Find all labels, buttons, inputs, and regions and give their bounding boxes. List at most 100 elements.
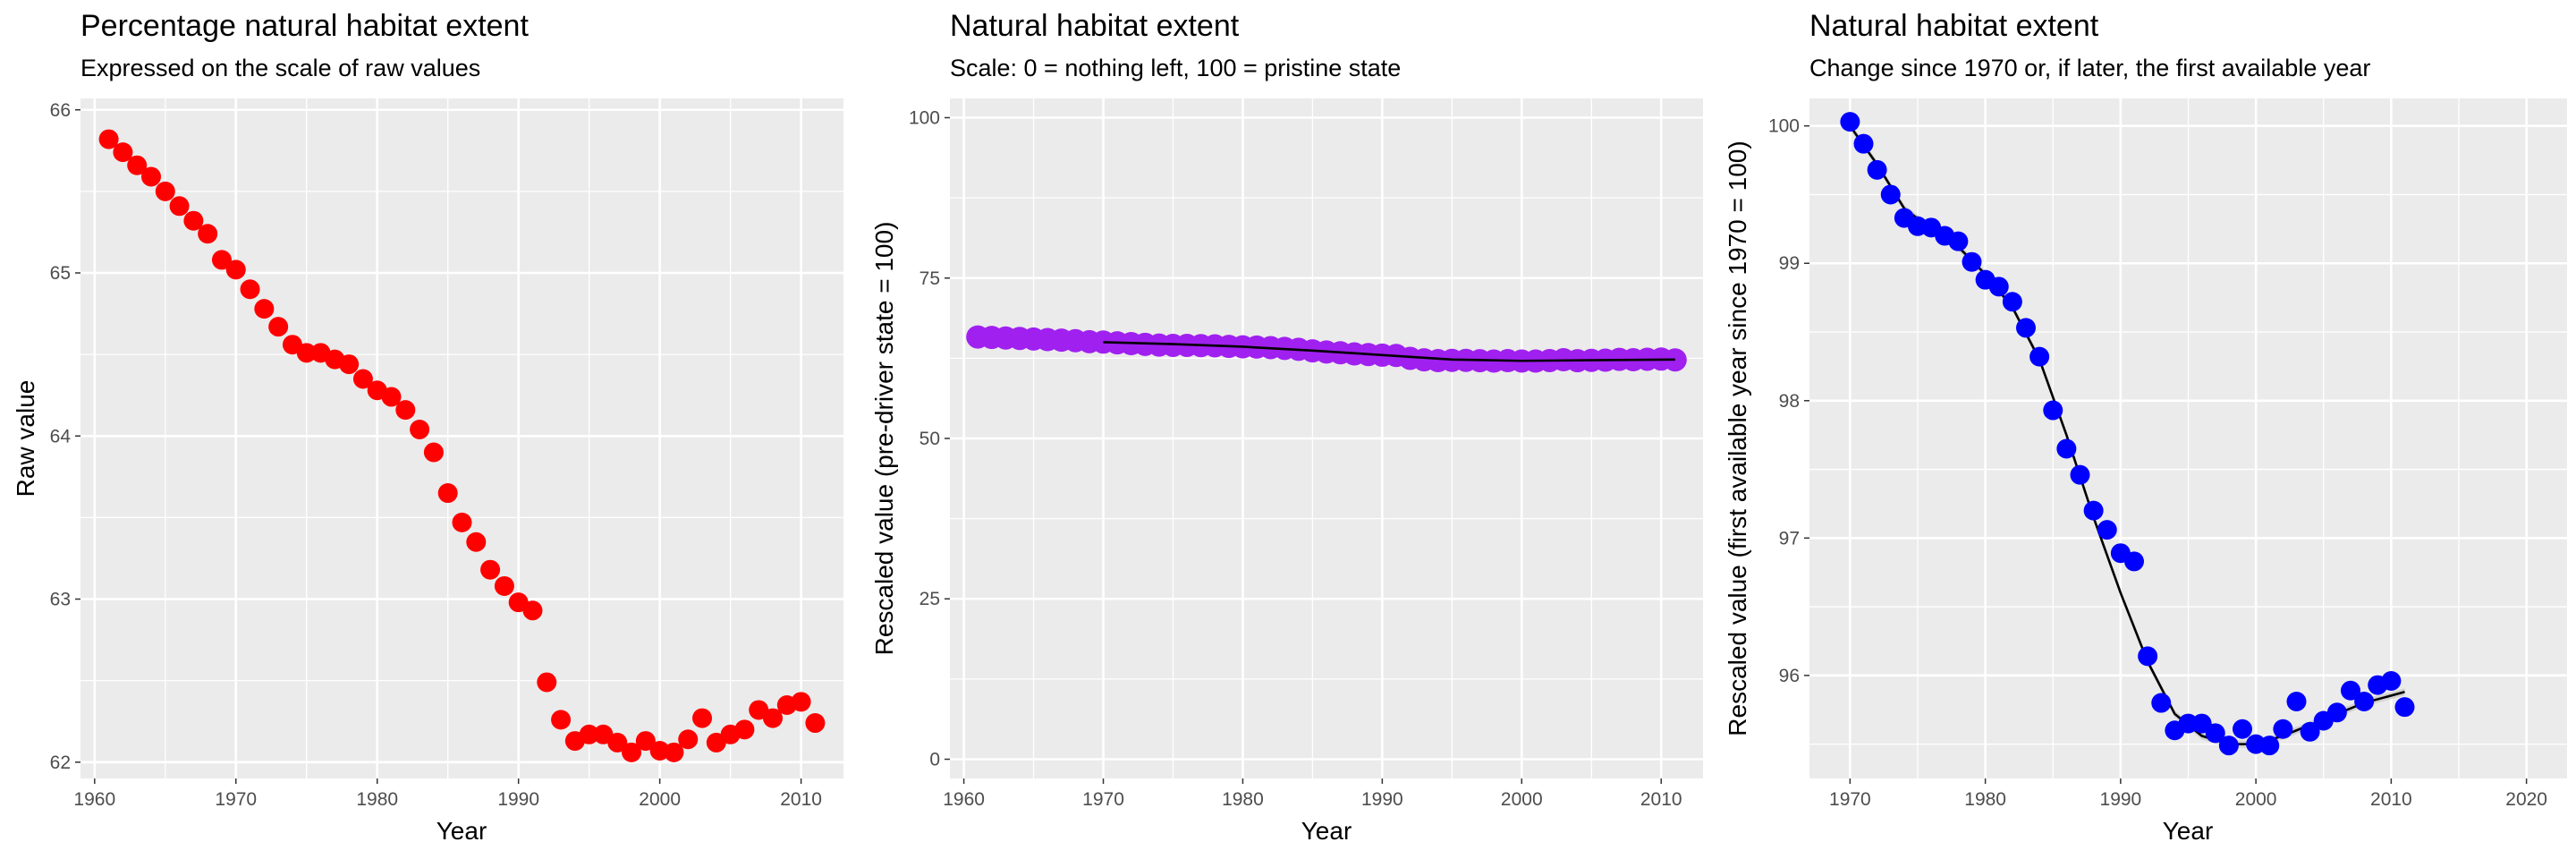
x-tick-label: 2020 xyxy=(2505,789,2547,810)
x-tick-label: 2010 xyxy=(2370,789,2412,810)
data-point xyxy=(1948,231,1969,251)
data-point xyxy=(791,692,811,712)
data-point xyxy=(198,224,218,244)
data-point xyxy=(268,317,289,337)
data-point xyxy=(466,532,487,552)
data-point xyxy=(452,512,472,532)
data-point xyxy=(480,559,501,580)
data-point xyxy=(2341,680,2360,701)
data-point xyxy=(225,259,246,280)
panel-2-points xyxy=(966,325,1687,373)
chart-panel-2: Natural habitat extent Scale: 0 = nothin… xyxy=(870,9,1703,845)
data-point xyxy=(2354,692,2375,712)
panel-3-y-tick-labels: 96 97 98 99 100 xyxy=(1768,116,1809,686)
panel-2-y-axis-label: Rescaled value (pre-driver state = 100) xyxy=(870,222,898,656)
data-point xyxy=(410,419,430,439)
x-tick-label: 1980 xyxy=(1222,789,1264,810)
data-point xyxy=(1880,184,1901,205)
y-tick-label: 65 xyxy=(50,263,71,284)
data-point xyxy=(2016,318,2036,338)
data-point xyxy=(622,742,642,762)
x-tick-label: 2010 xyxy=(780,789,822,810)
data-point xyxy=(98,129,119,149)
x-tick-label: 1960 xyxy=(73,789,115,810)
data-point xyxy=(423,442,444,463)
chart-panel-3: Natural habitat extent Change since 1970… xyxy=(1724,9,2567,845)
data-point xyxy=(2394,697,2415,718)
panel-2-x-axis-label: Year xyxy=(1301,817,1352,845)
data-point xyxy=(1962,251,1982,272)
data-point xyxy=(155,181,175,201)
panel-1-x-axis-label: Year xyxy=(436,817,487,845)
x-tick-label: 2010 xyxy=(1640,789,1682,810)
x-tick-label: 2000 xyxy=(1501,789,1543,810)
data-point xyxy=(2381,670,2402,691)
y-tick-label: 0 xyxy=(929,749,940,770)
data-point xyxy=(395,400,416,421)
data-point xyxy=(664,742,684,762)
data-point xyxy=(2178,713,2199,734)
data-point xyxy=(522,600,543,621)
data-point xyxy=(537,672,557,693)
y-tick-label: 98 xyxy=(1779,391,1800,412)
data-point xyxy=(2205,723,2225,744)
x-tick-label: 1990 xyxy=(497,789,539,810)
data-point xyxy=(2151,693,2172,713)
data-point xyxy=(2326,702,2347,723)
data-point xyxy=(2273,719,2293,739)
trend-line-overlay xyxy=(1103,341,1675,362)
data-point xyxy=(339,354,360,375)
x-tick-label: 1970 xyxy=(215,789,257,810)
panel-1-title: Percentage natural habitat extent xyxy=(80,9,529,43)
data-point xyxy=(763,708,784,728)
data-point xyxy=(2300,721,2320,742)
data-point xyxy=(437,483,458,504)
y-tick-label: 97 xyxy=(1779,528,1800,549)
x-tick-label: 1990 xyxy=(1361,789,1403,810)
data-point xyxy=(2233,719,2252,739)
data-point xyxy=(1853,133,1874,154)
data-point xyxy=(296,343,317,363)
panel-3-x-axis-label: Year xyxy=(2163,817,2214,845)
y-tick-label: 75 xyxy=(919,268,940,289)
data-point xyxy=(381,387,402,407)
data-point xyxy=(113,142,133,163)
panel-1-points xyxy=(98,129,826,762)
y-tick-label: 100 xyxy=(909,108,940,129)
data-point xyxy=(2070,464,2090,485)
panel-3-gridlines xyxy=(1809,98,2567,778)
panel-3-subtitle: Change since 1970 or, if later, the firs… xyxy=(1809,55,2370,81)
data-point xyxy=(2056,438,2077,459)
data-point xyxy=(127,155,148,175)
y-tick-label: 100 xyxy=(1768,116,1800,137)
panel-1-y-axis-label: Raw value xyxy=(12,380,39,498)
data-point xyxy=(805,713,826,734)
y-tick-label: 50 xyxy=(919,429,940,449)
data-point xyxy=(635,731,656,752)
panel-1-y-tick-labels: 62 63 64 65 66 xyxy=(50,100,80,773)
panel-3-title: Natural habitat extent xyxy=(1809,9,2099,43)
x-tick-label: 1980 xyxy=(1964,789,2006,810)
data-point xyxy=(2138,646,2158,667)
data-point xyxy=(2286,692,2307,712)
data-point xyxy=(1840,112,1860,132)
y-tick-label: 25 xyxy=(919,589,940,609)
data-point xyxy=(254,299,275,319)
panel-1-plot-area xyxy=(80,98,843,778)
x-tick-label: 2000 xyxy=(639,789,681,810)
panel-3-y-axis-label: Rescaled value (first available year sin… xyxy=(1724,140,1751,736)
panel-2-gridlines xyxy=(950,98,1703,778)
data-point xyxy=(2097,520,2117,540)
panel-2-title: Natural habitat extent xyxy=(950,9,1240,43)
data-point xyxy=(2259,736,2280,756)
data-point xyxy=(169,196,190,217)
data-point xyxy=(2124,551,2144,572)
x-tick-label: 1970 xyxy=(1082,789,1124,810)
x-tick-label: 1980 xyxy=(356,789,398,810)
data-point xyxy=(692,708,713,728)
y-tick-label: 99 xyxy=(1779,253,1800,274)
data-point xyxy=(678,729,699,750)
data-point xyxy=(494,575,514,596)
data-point xyxy=(607,732,628,753)
